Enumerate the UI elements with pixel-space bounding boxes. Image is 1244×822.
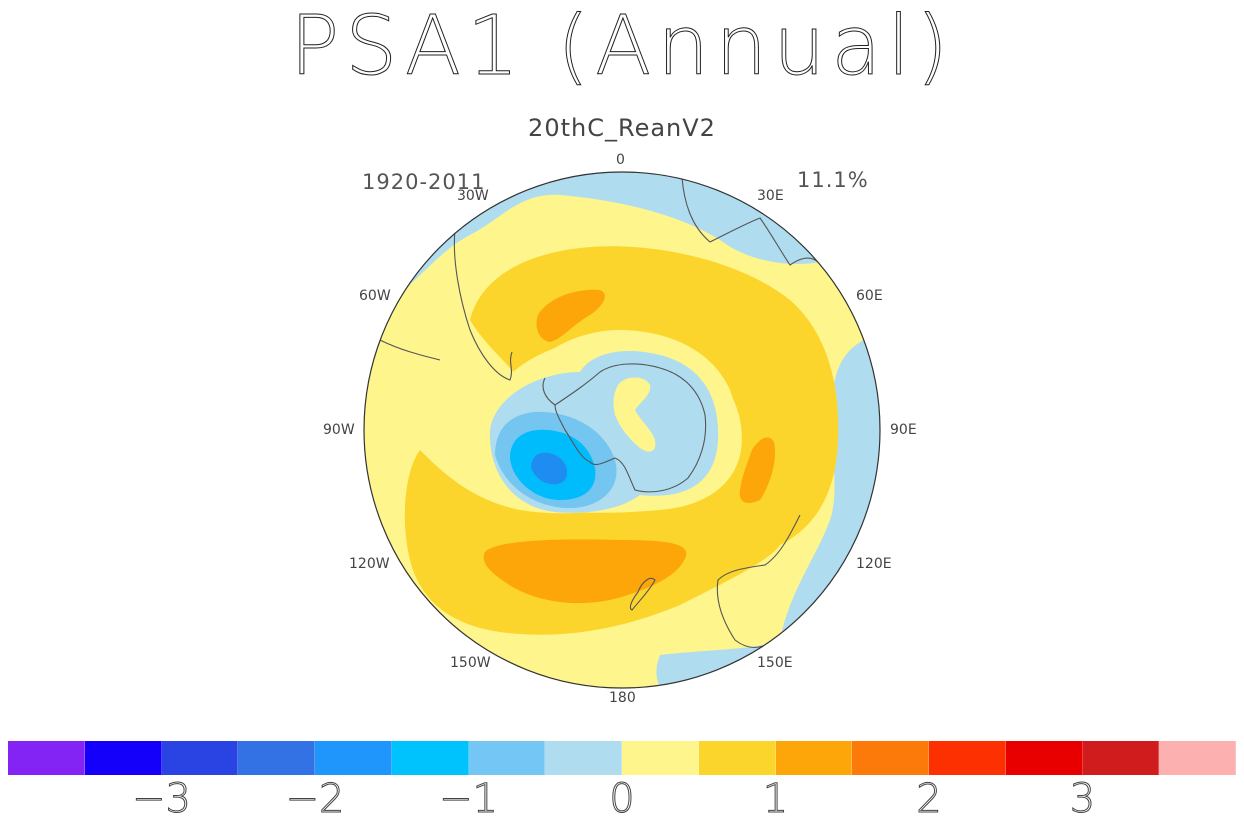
period-label: 1920-2011	[362, 170, 486, 194]
lon-label-180: 180	[609, 690, 636, 706]
colorbar-swatch	[8, 741, 85, 775]
colorbar-tick-label: −1	[439, 776, 499, 822]
dataset-subtitle: 20thC_ReanV2	[528, 114, 716, 142]
lon-label-0: 0	[616, 152, 625, 168]
lon-label-60w: 60W	[359, 288, 391, 304]
lon-label-150e: 150E	[757, 655, 793, 671]
lon-label-150w: 150W	[450, 655, 491, 671]
lon-label-30w: 30W	[457, 188, 489, 204]
lon-label-120e: 120E	[856, 556, 892, 572]
coastline-africa	[681, 177, 819, 266]
colorbar-tick-label: 0	[609, 776, 635, 822]
polar-map	[363, 171, 881, 689]
colorbar-swatch	[84, 741, 162, 775]
coastline-antarctica	[554, 363, 707, 493]
colorbar-swatch	[775, 741, 853, 775]
colorbar-tick-label: 3	[1069, 776, 1096, 822]
map-border	[363, 171, 881, 689]
colorbar-swatch	[622, 741, 699, 775]
lon-label-90e: 90E	[890, 422, 917, 438]
figure-title: PSA1 (Annual)	[289, 0, 955, 94]
lon-label-60e: 60E	[856, 288, 883, 304]
colorbar-swatch	[545, 741, 622, 775]
colorbar-swatch	[852, 741, 929, 775]
colorbar-swatch	[238, 741, 315, 775]
region-orange-east	[739, 437, 776, 503]
lon-label-90w: 90W	[323, 422, 355, 438]
coastline-peninsula	[542, 377, 556, 406]
colorbar-swatch	[1082, 741, 1160, 775]
colorbar-tick-label: −2	[285, 776, 345, 822]
variance-label: 11.1%	[797, 168, 869, 192]
lon-label-30e: 30E	[757, 188, 784, 204]
coastline-new-zealand	[629, 577, 656, 611]
colorbar-swatch	[391, 741, 469, 775]
region-orange-north	[536, 289, 605, 342]
region-antarctica-yellow	[613, 377, 656, 452]
colorbar-tick-label: −3	[132, 776, 192, 822]
colorbar-swatch	[315, 741, 392, 775]
region-blue-deep	[531, 452, 568, 485]
lon-label-120w: 120W	[349, 556, 390, 572]
region-yellow	[404, 246, 839, 635]
colorbar	[8, 741, 1236, 775]
colorbar-swatch	[929, 741, 1006, 775]
colorbar-swatch	[161, 741, 239, 775]
region-orange-south	[483, 539, 687, 604]
colorbar-swatch	[698, 741, 776, 775]
colorbar-tick-label: 1	[762, 776, 789, 822]
colorbar-swatch	[1005, 741, 1083, 775]
colorbar-tick-label: 2	[916, 776, 942, 822]
coastline-south-america	[453, 229, 513, 381]
colorbar-swatch	[1159, 741, 1236, 775]
coastline-west-edge	[379, 339, 441, 361]
colorbar-swatch	[468, 741, 546, 775]
